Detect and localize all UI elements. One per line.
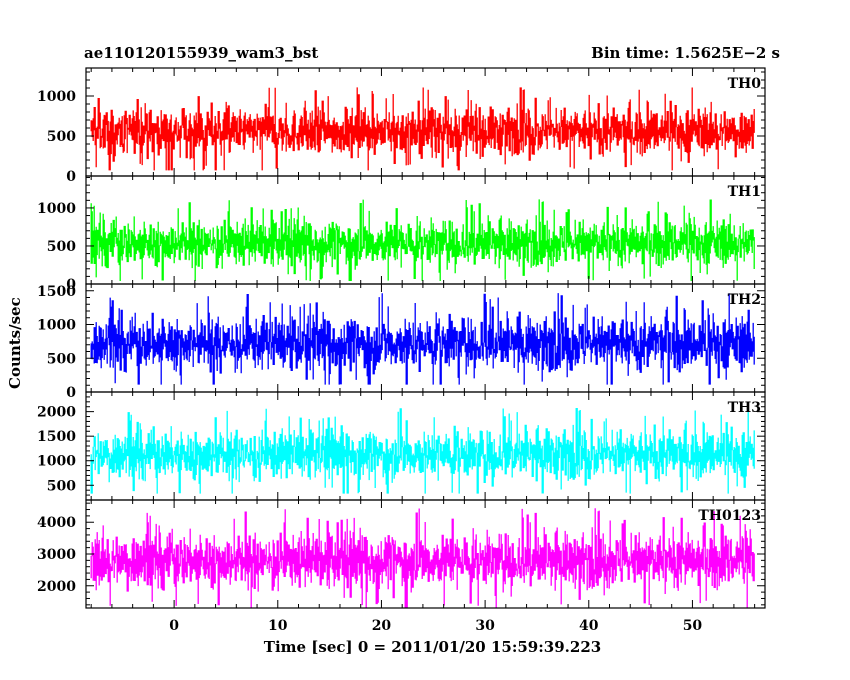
y-tick-label: 0 xyxy=(66,385,76,401)
panel-label-th0: TH0 xyxy=(728,76,762,92)
panel-label-th1: TH1 xyxy=(728,184,761,200)
x-axis-label: Time [sec] 0 = 2011/01/20 15:59:39.223 xyxy=(263,638,602,656)
x-tick-label: 10 xyxy=(268,618,288,634)
y-tick-label: 1500 xyxy=(37,429,76,445)
series-trace-th3 xyxy=(90,408,755,494)
y-tick-label: 0 xyxy=(66,277,76,293)
y-tick-label: 4000 xyxy=(37,515,76,531)
series-trace-th2 xyxy=(90,293,755,385)
panel-frame-th1 xyxy=(85,175,766,285)
x-tick-label: 50 xyxy=(683,618,703,634)
y-tick-label: 0 xyxy=(66,169,76,185)
x-tick-label: 30 xyxy=(475,618,495,634)
y-tick-label: 1500 xyxy=(37,284,76,300)
x-tick-label: 40 xyxy=(579,618,599,634)
series-trace-th1 xyxy=(90,199,755,281)
y-tick-label: 500 xyxy=(47,351,76,367)
series-trace-th0 xyxy=(90,87,755,171)
y-tick-label: 500 xyxy=(47,478,76,494)
y-tick-label: 1000 xyxy=(37,318,76,334)
panel-label-th3: TH3 xyxy=(728,400,761,416)
series-trace-th0123 xyxy=(90,508,755,608)
y-tick-label: 1000 xyxy=(37,89,76,105)
y-tick-label: 2000 xyxy=(37,405,76,421)
y-tick-label: 500 xyxy=(47,239,76,255)
x-tick-label: 20 xyxy=(372,618,392,634)
chart-title: ae110120155939_wam3_bst xyxy=(84,44,319,62)
y-axis-label: Counts/sec xyxy=(6,297,24,389)
y-tick-label: 500 xyxy=(47,129,76,145)
panel-label-th0123: TH0123 xyxy=(698,508,761,524)
y-tick-label: 2000 xyxy=(37,579,76,595)
bin-time-label: Bin time: 1.5625E−2 s xyxy=(591,44,780,62)
x-tick-label: 0 xyxy=(169,618,179,634)
y-tick-label: 1000 xyxy=(37,454,76,470)
y-tick-label: 3000 xyxy=(37,547,76,563)
y-tick-label: 1000 xyxy=(37,201,76,217)
panel-label-th2: TH2 xyxy=(728,292,761,308)
